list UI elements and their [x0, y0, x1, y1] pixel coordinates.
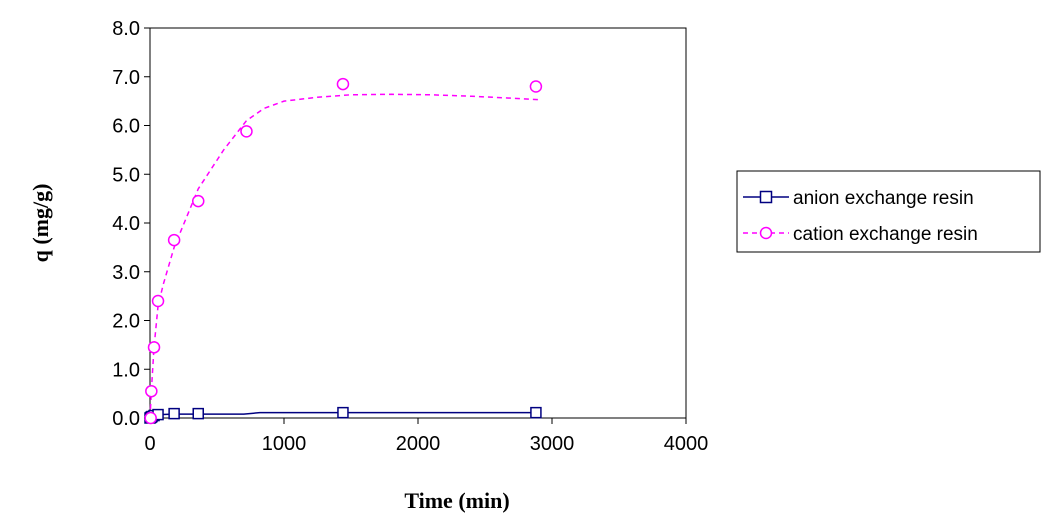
x-tick-label: 1000 — [262, 433, 307, 455]
x-tick-label: 2000 — [396, 433, 441, 455]
y-tick-label: 3.0 — [112, 262, 140, 284]
anion-exchange-resin-point — [337, 406, 349, 419]
x-tick-label: 4000 — [664, 433, 709, 455]
y-tick-label: 7.0 — [112, 67, 140, 89]
series-layer — [144, 77, 543, 425]
cation-exchange-resin-point — [151, 294, 165, 308]
y-tick-label: 0.0 — [112, 408, 140, 430]
cation-exchange-resin-point — [167, 233, 181, 247]
legend-label-anion: anion exchange resin — [793, 188, 974, 209]
legend-label-cation: cation exchange resin — [793, 224, 978, 245]
legend-marker-anion — [759, 190, 773, 204]
x-tick-label: 0 — [144, 433, 155, 455]
series-cation-exchange-resin — [144, 77, 543, 425]
y-tick-label: 6.0 — [112, 116, 140, 138]
legend: anion exchange resin cation exchange res… — [736, 170, 1041, 253]
legend-box — [736, 170, 1041, 253]
cation-exchange-resin-point — [240, 125, 253, 138]
legend-marker-cation — [759, 226, 773, 240]
plot-area — [149, 27, 687, 419]
y-tick-label: 2.0 — [112, 311, 140, 333]
y-axis: 0.0 1.0 2.0 3.0 4.0 5.0 6.0 7.0 8.0 — [112, 18, 150, 430]
y-tick-label: 8.0 — [112, 18, 140, 40]
y-tick-label: 5.0 — [112, 164, 140, 186]
x-axis: 0 1000 2000 3000 4000 — [144, 418, 708, 455]
cation-exchange-resin-point — [529, 80, 543, 93]
cation-exchange-resin-point — [147, 341, 161, 354]
cation-exchange-resin-fit-line — [149, 93, 539, 419]
cation-exchange-resin-point — [191, 194, 205, 208]
cation-exchange-resin-point — [144, 411, 157, 425]
anion-exchange-resin-point — [530, 406, 542, 419]
anion-exchange-resin-point — [168, 407, 180, 420]
y-tick-label: 1.0 — [112, 359, 140, 381]
x-tick-label: 3000 — [530, 433, 575, 455]
y-axis-title: q (mg/g) — [28, 184, 53, 263]
y-tick-label: 4.0 — [112, 213, 140, 235]
cation-exchange-resin-point — [336, 77, 350, 91]
cation-exchange-resin-point — [145, 384, 158, 398]
anion-exchange-resin-point — [192, 407, 204, 420]
x-axis-title: Time (min) — [404, 488, 509, 513]
